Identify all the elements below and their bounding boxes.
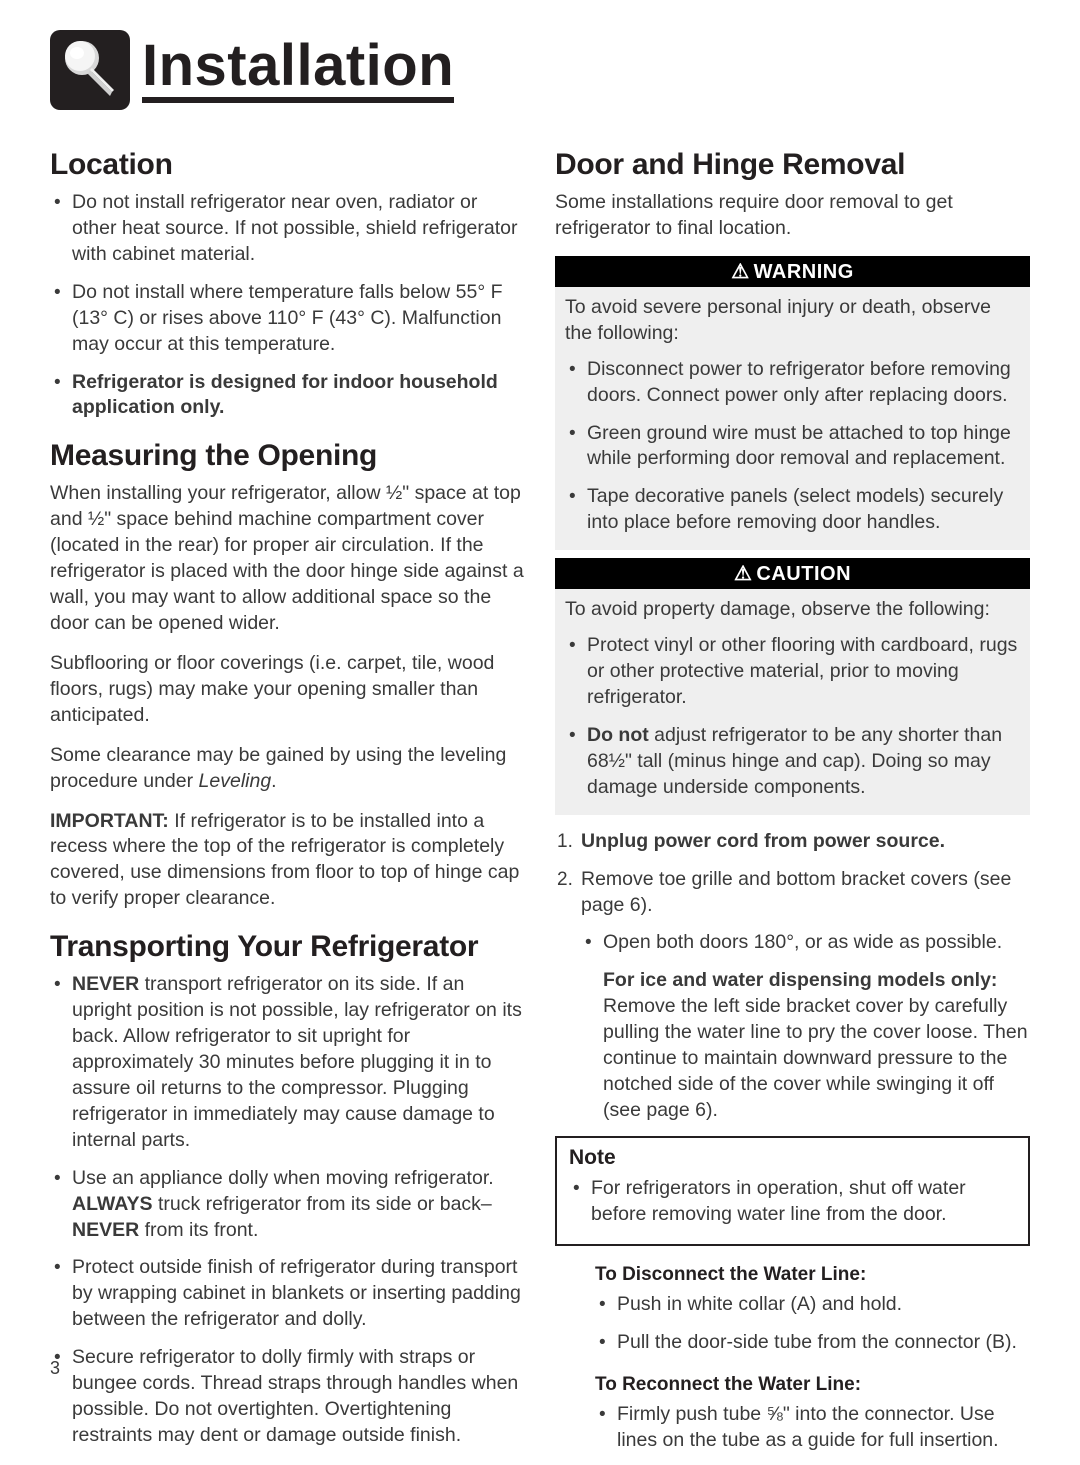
paragraph: Some clearance may be gained by using th…: [50, 743, 525, 795]
page-title: Installation: [142, 37, 454, 103]
note-title: Note: [569, 1146, 1016, 1170]
paragraph: IMPORTANT: If refrigerator is to be inst…: [50, 809, 525, 913]
content-columns: Location Do not install refrigerator nea…: [50, 130, 1030, 1465]
paragraph: When installing your refrigerator, allow…: [50, 481, 525, 637]
list-item: Firmly push tube ⅝" into the connector. …: [617, 1402, 1030, 1454]
page-number: 3: [50, 1358, 60, 1379]
warning-banner: ⚠WARNING: [555, 256, 1030, 287]
sub-paragraph: For ice and water dispensing models only…: [603, 968, 1030, 1124]
transport-list: NEVER transport refrigerator on its side…: [50, 972, 525, 1449]
right-column: Door and Hinge Removal Some installation…: [555, 130, 1030, 1465]
warning-triangle-icon: ⚠: [731, 261, 749, 283]
warning-list: Disconnect power to refrigerator before …: [565, 357, 1020, 537]
warning-box: To avoid severe personal injury or death…: [555, 287, 1030, 550]
step-number: 1.: [557, 829, 573, 854]
list-item: Protect outside finish of refrigerator d…: [72, 1255, 525, 1333]
warning-intro: To avoid severe personal injury or death…: [565, 295, 1020, 347]
disconnect-list: Push in white collar (A) and hold. Pull …: [595, 1292, 1030, 1356]
list-item: Do not install refrigerator near oven, r…: [72, 190, 525, 268]
left-column: Location Do not install refrigerator nea…: [50, 130, 525, 1465]
list-item: Pull the door-side tube from the connect…: [617, 1330, 1030, 1356]
list-item: Push in white collar (A) and hold.: [617, 1292, 1030, 1318]
subheading-reconnect: To Reconnect the Water Line:: [595, 1374, 1030, 1396]
caution-box: To avoid property damage, observe the fo…: [555, 589, 1030, 814]
list-item: Green ground wire must be attached to to…: [587, 421, 1020, 473]
paragraph: Subflooring or floor coverings (i.e. car…: [50, 651, 525, 729]
heading-measuring: Measuring the Opening: [50, 439, 525, 473]
subheading-disconnect: To Disconnect the Water Line:: [595, 1264, 1030, 1286]
caution-banner: ⚠CAUTION: [555, 558, 1030, 589]
banner-label: CAUTION: [756, 563, 851, 585]
steps-list: 1.Unplug power cord from power source. 2…: [555, 829, 1030, 919]
banner-label: WARNING: [754, 261, 854, 283]
step-text: Remove toe grille and bottom bracket cov…: [581, 868, 1011, 916]
list-item: Open both doors 180°, or as wide as poss…: [603, 930, 1030, 956]
heading-transporting: Transporting Your Refrigerator: [50, 930, 525, 964]
location-list: Do not install refrigerator near oven, r…: [50, 190, 525, 421]
list-item: NEVER transport refrigerator on its side…: [72, 972, 525, 1153]
list-item: Refrigerator is designed for indoor hous…: [72, 370, 525, 422]
list-item: Protect vinyl or other flooring with car…: [587, 633, 1020, 711]
step-item: 2.Remove toe grille and bottom bracket c…: [581, 867, 1030, 919]
step-item: 1.Unplug power cord from power source.: [581, 829, 1030, 855]
list-item: Tape decorative panels (select models) s…: [587, 484, 1020, 536]
list-item: Secure refrigerator to dolly firmly with…: [72, 1345, 525, 1449]
reconnect-list: Firmly push tube ⅝" into the connector. …: [595, 1402, 1030, 1454]
pushpin-icon: [50, 30, 130, 110]
warning-triangle-icon: ⚠: [734, 563, 752, 585]
list-item: For refrigerators in operation, shut off…: [591, 1176, 1016, 1228]
note-list: For refrigerators in operation, shut off…: [569, 1176, 1016, 1228]
list-item: Do not adjust refrigerator to be any sho…: [587, 723, 1020, 801]
heading-door-removal: Door and Hinge Removal: [555, 148, 1030, 182]
list-item: Do not install where temperature falls b…: [72, 280, 525, 358]
list-item: Disconnect power to refrigerator before …: [587, 357, 1020, 409]
step-text: Unplug power cord from power source.: [581, 830, 945, 852]
step-number: 2.: [557, 867, 573, 892]
heading-location: Location: [50, 148, 525, 182]
list-item: Use an appliance dolly when moving refri…: [72, 1166, 525, 1244]
page-header: Installation: [50, 30, 1030, 110]
note-box: Note For refrigerators in operation, shu…: [555, 1136, 1030, 1246]
caution-list: Protect vinyl or other flooring with car…: [565, 633, 1020, 801]
sub-steps: Open both doors 180°, or as wide as poss…: [581, 930, 1030, 1123]
paragraph: Some installations require door removal …: [555, 190, 1030, 242]
caution-intro: To avoid property damage, observe the fo…: [565, 597, 1020, 623]
